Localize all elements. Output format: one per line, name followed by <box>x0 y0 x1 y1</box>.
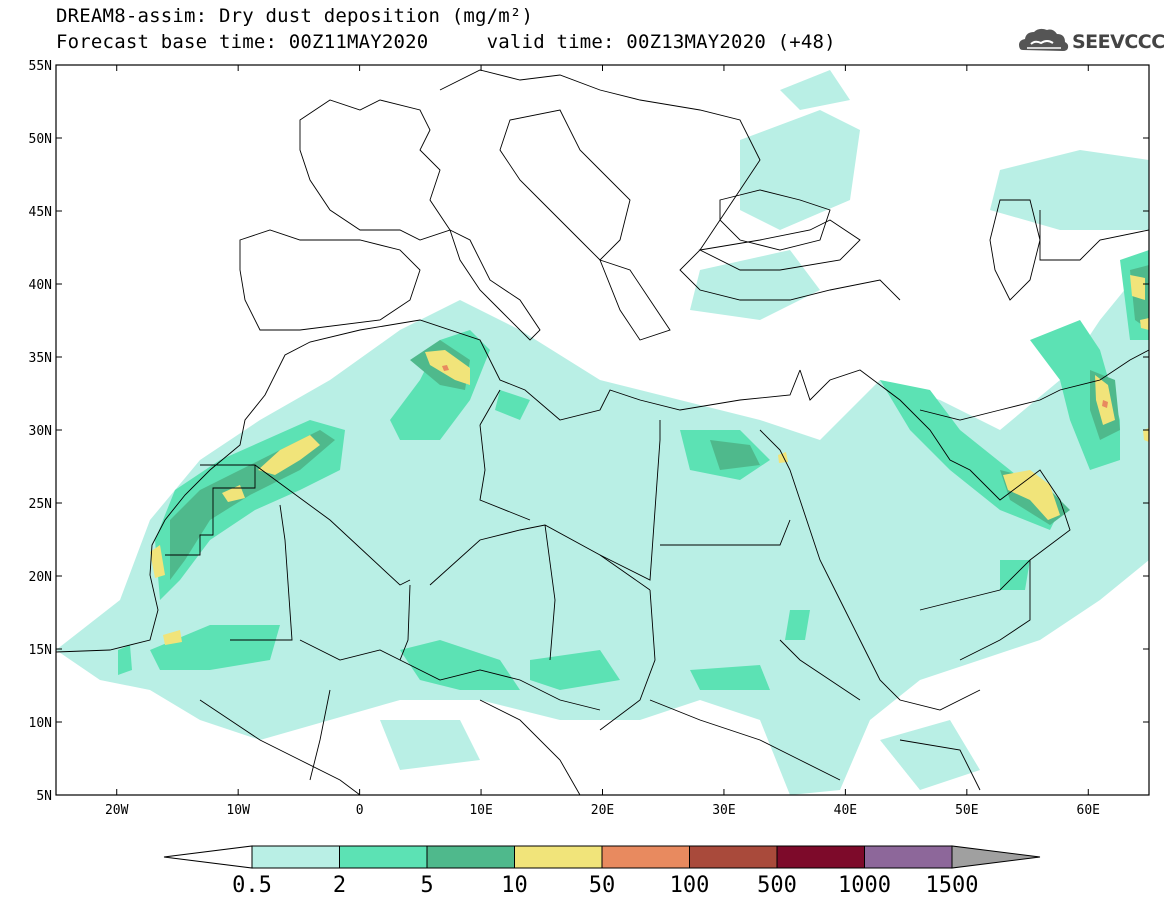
lon-tick-label: 20E <box>591 803 614 818</box>
lat-tick-label: 30N <box>29 424 52 439</box>
forecast-time-line: Forecast base time: 00Z11MAY2020 valid t… <box>56 31 836 53</box>
colorbar-level-label: 50 <box>589 873 616 898</box>
colorbar-level-label: 100 <box>670 873 710 898</box>
lon-tick-label: 0 <box>356 803 364 818</box>
lat-tick-label: 20N <box>29 570 52 585</box>
lon-tick-label: 20W <box>105 803 129 818</box>
deposition-level-50 <box>442 365 1108 408</box>
deposition-level-0-5 <box>56 70 1149 795</box>
lat-tick-label: 45N <box>29 205 52 220</box>
colorbar-level-label: 10 <box>501 873 528 898</box>
colorbar-swatch <box>251 845 340 869</box>
colorbar-level-label: 1500 <box>926 873 979 898</box>
logo-text: SEEVCCC <box>1072 31 1165 53</box>
lat-tick-label: 40N <box>29 278 52 293</box>
colorbar-level-label: 5 <box>420 873 433 898</box>
lat-tick-label: 50N <box>29 132 52 147</box>
lat-tick-label: 5N <box>36 789 52 804</box>
colorbar-swatch <box>776 845 865 869</box>
colorbar-swatch <box>339 845 428 869</box>
lat-tick-label: 25N <box>29 497 52 512</box>
lon-tick-label: 10W <box>226 803 250 818</box>
lat-tick-label: 15N <box>29 643 52 658</box>
lat-tick-label: 35N <box>29 351 52 366</box>
colorbar-level-label: 500 <box>757 873 797 898</box>
colorbar-swatch <box>864 845 953 869</box>
lon-tick-label: 10E <box>469 803 492 818</box>
colorbar-swatch <box>514 845 603 869</box>
colorbar-level-label: 0.5 <box>232 873 272 898</box>
colorbar-swatch <box>426 845 515 869</box>
colorbar-swatch <box>601 845 690 869</box>
colorbar-under-triangle <box>163 845 253 869</box>
cloud-icon <box>1019 28 1069 51</box>
country-borders <box>56 69 1149 795</box>
dust-deposition-field <box>56 70 1149 795</box>
lon-tick-label: 50E <box>955 803 978 818</box>
lon-tick-label: 60E <box>1077 803 1100 818</box>
lon-tick-label: 30E <box>712 803 735 818</box>
colorbar-level-label: 2 <box>333 873 346 898</box>
map-title: DREAM8-assim: Dry dust deposition (mg/m²… <box>56 5 534 27</box>
colorbar-level-label: 1000 <box>838 873 891 898</box>
longitude-axis: 20W 10W 0 10E 20E 30E 40E 50E 60E <box>105 65 1100 818</box>
colorbar: 0.5 2 5 10 50 100 500 1000 1500 <box>163 845 1041 898</box>
lat-tick-label: 10N <box>29 716 52 731</box>
lon-tick-label: 40E <box>834 803 857 818</box>
lat-tick-label: 55N <box>29 59 52 74</box>
colorbar-over-triangle <box>951 845 1041 869</box>
latitude-axis: 55N 50N 45N 40N 35N 30N 25N 20N 15N 10N 5N <box>29 59 1149 804</box>
colorbar-swatch <box>689 845 778 869</box>
